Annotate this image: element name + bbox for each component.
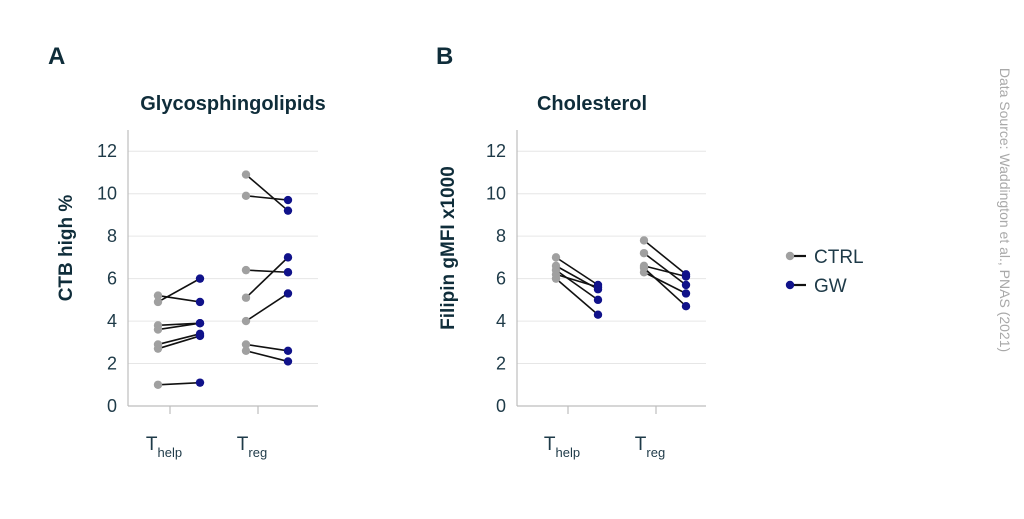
ctrl-point — [551, 253, 561, 262]
pair-line — [157, 335, 201, 350]
gw-point — [681, 289, 691, 298]
gw-point — [195, 331, 205, 341]
gw-point — [195, 319, 205, 328]
ctrl-point — [153, 291, 163, 300]
x-category-label: Treg — [237, 434, 267, 460]
gw-point — [593, 282, 603, 292]
y-tick-label: 6 — [107, 269, 117, 289]
category-subscript: help — [556, 445, 581, 460]
panel-letter: B — [436, 43, 453, 70]
y-tick-label: 4 — [107, 311, 117, 331]
ctrl-point — [241, 346, 251, 355]
category-main-text: T — [146, 434, 158, 455]
gw-point — [681, 302, 691, 311]
pair-line — [245, 256, 289, 299]
y-tick-label: 6 — [496, 269, 506, 289]
pair-line — [643, 252, 687, 286]
gw-point — [195, 274, 205, 283]
y-tick-label: 2 — [107, 354, 117, 374]
ctrl-point — [639, 236, 649, 245]
y-tick-label: 12 — [486, 141, 506, 161]
ctrl-point — [639, 263, 649, 273]
gw-point — [283, 357, 293, 366]
ctrl-point — [241, 293, 251, 302]
pair-line — [245, 195, 289, 201]
pair-line — [555, 256, 599, 286]
pair-line — [245, 292, 289, 322]
panel-a: A Glycosphingolipids 0 2 4 6 8 10 12 CTB high % Th… — [48, 43, 326, 460]
gw-point — [283, 346, 293, 355]
category-main-text: T — [635, 434, 647, 455]
pair-line — [157, 381, 201, 386]
gw-point — [283, 253, 293, 262]
ctrl-point — [551, 274, 561, 283]
x-category-label: Thelp — [146, 434, 182, 460]
pair-line — [157, 322, 201, 331]
category-main-text: T — [544, 434, 556, 455]
chart-title: Cholesterol — [537, 93, 647, 115]
pair-line — [555, 273, 599, 288]
pair-line — [157, 294, 201, 303]
data-source-note: Data Source: Waddington et al., PNAS (20… — [997, 68, 1013, 352]
pair-line — [245, 269, 289, 274]
x-category-label: Treg — [635, 434, 665, 460]
gw-point — [195, 378, 205, 387]
pair-line — [157, 277, 201, 303]
category-subscript: reg — [646, 445, 665, 460]
pair-line — [555, 278, 599, 316]
gw-point — [283, 268, 293, 277]
legend: CTRL GW — [785, 247, 864, 297]
gw-point — [681, 280, 691, 290]
category-main-text: T — [237, 434, 249, 455]
pair-line — [245, 350, 289, 363]
pair-line — [643, 239, 687, 275]
pair-line — [643, 267, 687, 307]
chart-title: Glycosphingolipids — [140, 93, 326, 115]
legend-label-gw: GW — [814, 276, 847, 297]
category-subscript: reg — [248, 445, 267, 460]
y-tick-label: 10 — [486, 184, 506, 204]
gw-point — [593, 295, 603, 305]
ctrl-point — [241, 191, 251, 201]
pair-line — [643, 271, 687, 295]
y-tick-label: 12 — [97, 141, 117, 161]
pair-line — [245, 173, 289, 212]
panel-letter: A — [48, 43, 65, 70]
ctrl-point — [241, 265, 251, 275]
ctrl-point — [153, 325, 163, 334]
pair-line — [555, 269, 599, 301]
pair-line — [245, 343, 289, 352]
pair-line — [643, 265, 687, 278]
ctrl-point — [639, 248, 649, 258]
ctrl-point — [241, 316, 251, 326]
category-subscript: help — [158, 445, 183, 460]
pair-line — [157, 333, 201, 346]
ctrl-point — [153, 297, 163, 307]
gw-point — [593, 310, 603, 319]
x-category-label: Thelp — [544, 434, 580, 460]
legend-marker-gw — [785, 280, 795, 290]
gw-point — [681, 272, 691, 281]
gw-point — [195, 297, 205, 307]
gw-point — [283, 289, 293, 298]
y-tick-label: 8 — [107, 226, 117, 246]
panel-b: B Cholesterol 0 2 4 6 8 10 12 Filipin gMFI x1000 T… — [436, 43, 706, 460]
legend-label-ctrl: CTRL — [814, 247, 864, 268]
y-axis-label: Filipin gMFI x1000 — [438, 166, 459, 330]
y-tick-label: 10 — [97, 184, 117, 204]
y-tick-label: 0 — [107, 396, 117, 416]
y-tick-label: 4 — [496, 311, 506, 331]
y-tick-label: 8 — [496, 226, 506, 246]
gw-point — [283, 206, 293, 215]
y-tick-label: 0 — [496, 396, 506, 416]
ctrl-point — [153, 380, 163, 389]
ctrl-point — [241, 170, 251, 179]
ctrl-point — [241, 340, 251, 349]
y-tick-label: 2 — [496, 354, 506, 374]
gw-point — [283, 195, 293, 205]
y-axis-label: CTB high % — [56, 195, 77, 302]
ctrl-point — [153, 344, 163, 353]
legend-marker-ctrl — [785, 251, 795, 261]
